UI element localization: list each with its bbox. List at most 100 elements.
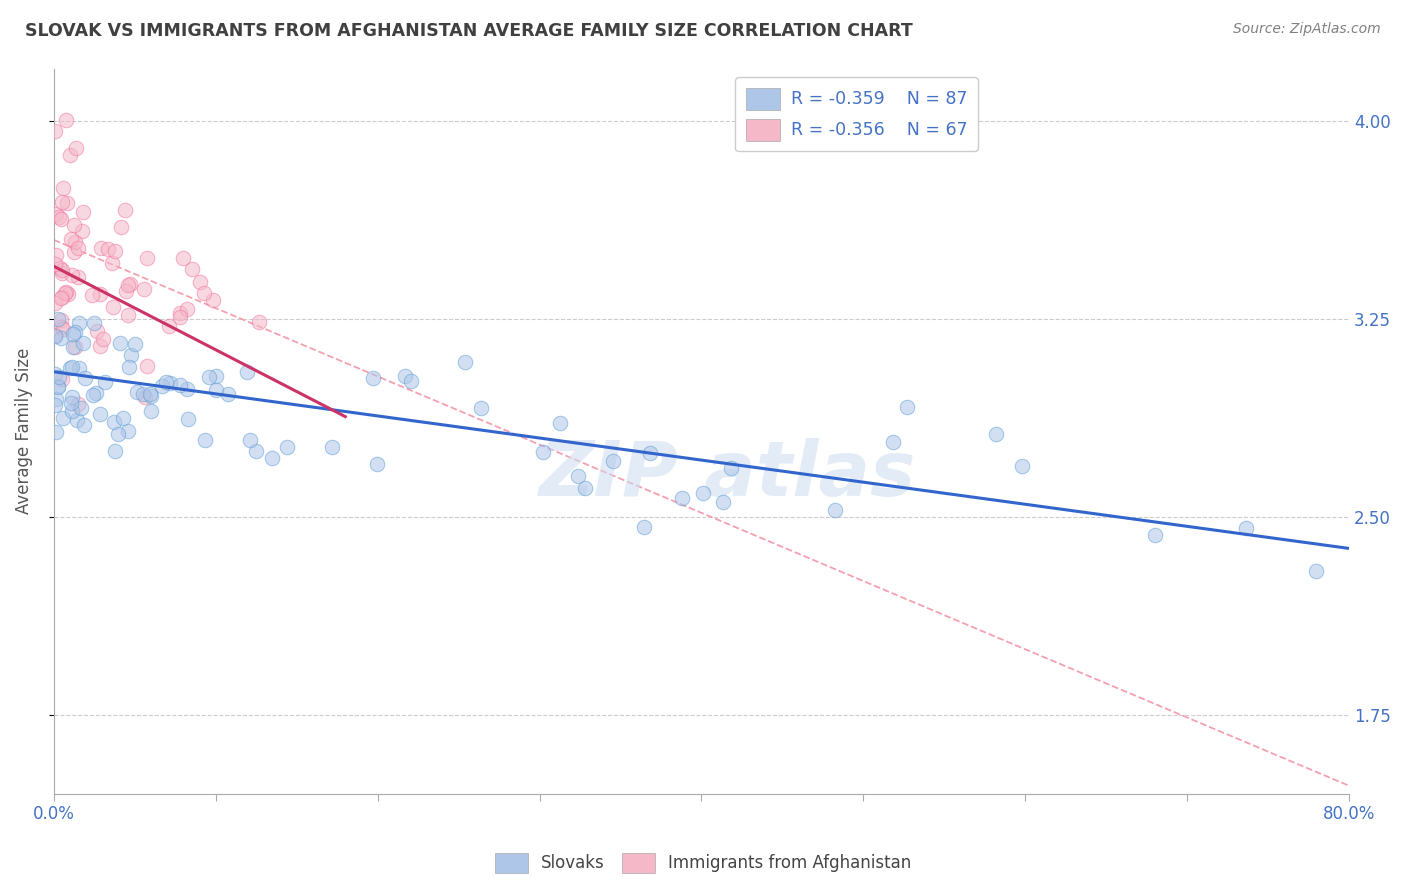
Point [247, 315, 270, 329]
Point [711, 495, 734, 509]
Point [72, 205, 94, 219]
Point [49, 312, 72, 326]
Point [91, 332, 114, 346]
Point [169, 310, 191, 324]
Point [56, 286, 79, 301]
Point [44, 329, 66, 343]
Point [45, 248, 67, 262]
Point [51, 266, 73, 280]
Point [896, 400, 918, 414]
Point [101, 300, 124, 314]
Point [176, 382, 198, 396]
Point [134, 282, 156, 296]
Point [150, 379, 173, 393]
Point [62, 326, 84, 341]
Point [52, 181, 75, 195]
Point [52, 410, 75, 425]
Point [671, 491, 693, 506]
Point [103, 415, 125, 429]
Point [52, 322, 75, 336]
Point [45, 392, 67, 407]
Point [83, 317, 105, 331]
Point [470, 401, 492, 415]
Point [89, 407, 111, 421]
Point [66, 413, 89, 427]
Point [59, 360, 82, 375]
Point [44, 328, 66, 343]
Point [63, 341, 86, 355]
Point [134, 390, 156, 404]
Point [125, 385, 148, 400]
Point [114, 203, 136, 218]
Point [321, 440, 343, 454]
Point [720, 460, 742, 475]
Point [49, 212, 72, 227]
Point [67, 269, 90, 284]
Point [117, 309, 139, 323]
Point [633, 519, 655, 533]
Point [824, 502, 846, 516]
Point [51, 194, 73, 209]
Point [53, 286, 76, 301]
Point [63, 325, 86, 339]
Point [45, 425, 67, 439]
Point [49, 261, 72, 276]
Point [136, 251, 159, 265]
Point [239, 433, 262, 447]
Point [60, 396, 83, 410]
Text: Source: ZipAtlas.com: Source: ZipAtlas.com [1233, 22, 1381, 37]
Point [46, 312, 69, 326]
Point [104, 443, 127, 458]
Y-axis label: Average Family Size: Average Family Size [15, 348, 32, 515]
Point [44, 124, 66, 138]
Point [48, 380, 70, 394]
Point [49, 291, 72, 305]
Point [67, 396, 90, 410]
Point [567, 469, 589, 483]
Point [194, 433, 217, 447]
Point [204, 369, 226, 384]
Point [110, 219, 132, 234]
Point [169, 306, 191, 320]
Point [984, 427, 1007, 442]
Point [51, 372, 73, 386]
Point [58, 148, 80, 162]
Point [73, 417, 96, 432]
Point [205, 383, 228, 397]
Point [197, 370, 219, 384]
Text: SLOVAK VS IMMIGRANTS FROM AFGHANISTAN AVERAGE FAMILY SIZE CORRELATION CHART: SLOVAK VS IMMIGRANTS FROM AFGHANISTAN AV… [25, 22, 912, 40]
Point [51, 263, 73, 277]
Point [120, 348, 142, 362]
Point [46, 379, 69, 393]
Point [118, 360, 141, 375]
Point [602, 453, 624, 467]
Text: ZIP atlas: ZIP atlas [538, 438, 917, 512]
Point [70, 223, 93, 237]
Point [1305, 564, 1327, 578]
Point [120, 277, 142, 291]
Point [101, 255, 124, 269]
Point [104, 244, 127, 259]
Point [176, 301, 198, 316]
Legend: Slovaks, Immigrants from Afghanistan: Slovaks, Immigrants from Afghanistan [488, 847, 918, 880]
Point [44, 398, 66, 412]
Point [245, 444, 267, 458]
Point [60, 268, 83, 282]
Point [1011, 458, 1033, 473]
Point [60, 404, 83, 418]
Point [235, 365, 257, 379]
Point [86, 324, 108, 338]
Point [155, 375, 177, 389]
Point [60, 360, 83, 375]
Point [72, 336, 94, 351]
Point [141, 403, 163, 417]
Point [172, 251, 194, 265]
Point [48, 210, 70, 224]
Point [44, 367, 66, 381]
Point [117, 424, 139, 438]
Point [84, 386, 107, 401]
Point [97, 242, 120, 256]
Point [193, 286, 215, 301]
Point [56, 196, 79, 211]
Point [60, 391, 83, 405]
